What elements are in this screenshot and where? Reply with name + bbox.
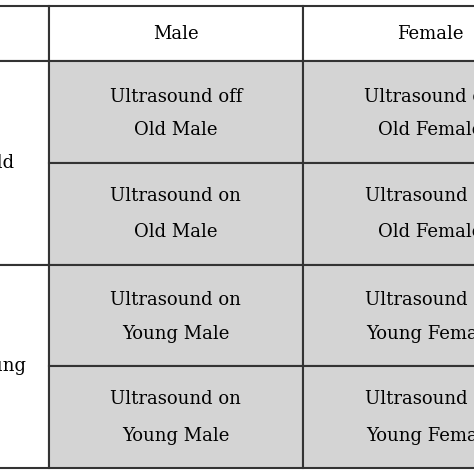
Bar <box>303 366 474 468</box>
Text: Female: Female <box>397 25 463 43</box>
Text: Old: Old <box>0 154 14 172</box>
Bar <box>0 61 48 265</box>
Text: Young Male: Young Male <box>122 427 229 445</box>
Text: Ultrasound on: Ultrasound on <box>365 292 474 310</box>
Bar <box>0 6 48 61</box>
Bar <box>303 6 474 61</box>
Bar <box>48 61 303 163</box>
Bar <box>303 163 474 265</box>
Text: Male: Male <box>153 25 199 43</box>
Text: Ultrasound on: Ultrasound on <box>110 187 241 205</box>
Text: Young Male: Young Male <box>122 325 229 343</box>
Text: Young: Young <box>0 357 26 375</box>
Bar <box>48 6 303 61</box>
Text: Old Male: Old Male <box>134 121 218 139</box>
Text: Ultrasound on: Ultrasound on <box>365 390 474 408</box>
Bar <box>48 366 303 468</box>
Text: Ultrasound on: Ultrasound on <box>365 187 474 205</box>
Bar <box>0 265 48 468</box>
Text: Young Female: Young Female <box>366 427 474 445</box>
Text: Old Female: Old Female <box>378 121 474 139</box>
Text: Ultrasound on: Ultrasound on <box>110 292 241 310</box>
Bar <box>303 61 474 163</box>
Text: Old Female: Old Female <box>378 223 474 241</box>
Bar <box>303 265 474 366</box>
Text: Young Female: Young Female <box>366 325 474 343</box>
Bar <box>48 265 303 366</box>
Text: Old Male: Old Male <box>134 223 218 241</box>
Text: Ultrasound off: Ultrasound off <box>364 88 474 106</box>
Text: Ultrasound on: Ultrasound on <box>110 390 241 408</box>
Text: Ultrasound off: Ultrasound off <box>109 88 242 106</box>
Bar <box>48 163 303 265</box>
